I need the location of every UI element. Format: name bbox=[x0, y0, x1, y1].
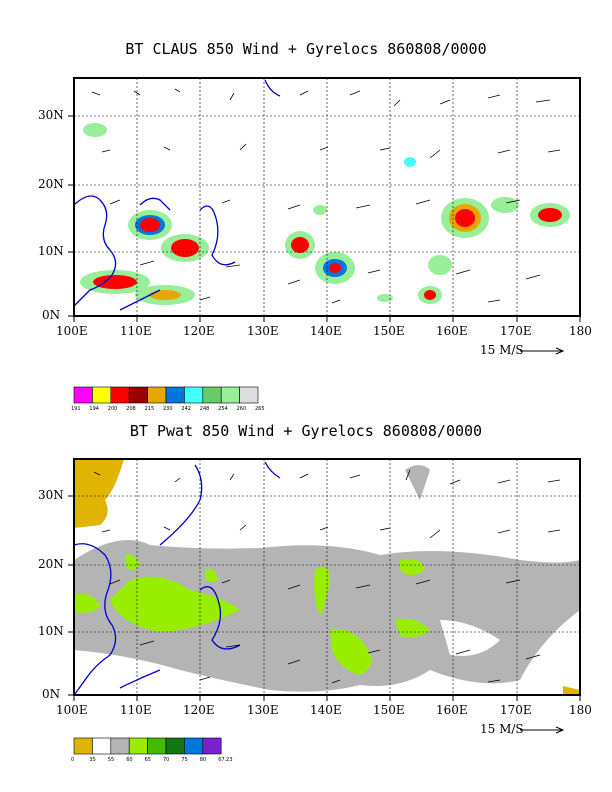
top-colorbar-label: 200 bbox=[107, 406, 118, 412]
bottom-colorbar-label: 35 bbox=[89, 757, 96, 763]
top-colorbar-swatch bbox=[220, 386, 240, 404]
bottom-xtick-160E: 160E bbox=[436, 703, 468, 717]
top-colorbar-swatch bbox=[147, 386, 167, 404]
top-panel-title: BT CLAUS 850 Wind + Gyrelocs 860808/0000 bbox=[125, 40, 487, 58]
top-colorbar-label: 248 bbox=[199, 406, 210, 412]
top-colorbar-swatch bbox=[92, 386, 112, 404]
top-colorbar-label: 215 bbox=[144, 406, 155, 412]
bottom-xtick-120E: 120E bbox=[183, 703, 215, 717]
bottom-xtick-170E: 170E bbox=[500, 703, 532, 717]
bottom-xtick-150E: 150E bbox=[373, 703, 405, 717]
top-ytick-20N: 20N bbox=[38, 177, 64, 191]
top-colorbar-label: 230 bbox=[163, 406, 173, 412]
top-colorbar-label: 242 bbox=[181, 406, 191, 412]
bottom-reference-vector-label: 15 M/S bbox=[480, 722, 524, 736]
bottom-ytick-0N: 0N bbox=[42, 687, 61, 701]
top-reference-vector-label: 15 M/S bbox=[480, 343, 524, 357]
top-colorbar bbox=[73, 386, 259, 404]
top-xtick-170E: 170E bbox=[500, 324, 532, 338]
bottom-xtick-100E: 100E bbox=[56, 703, 88, 717]
top-colorbar-swatch bbox=[239, 386, 259, 404]
bottom-xtick-140E: 140E bbox=[310, 703, 342, 717]
top-ytick-10N: 10N bbox=[38, 244, 64, 258]
bottom-colorbar-label: 75 bbox=[181, 757, 188, 763]
top-xtick-110E: 110E bbox=[120, 324, 152, 338]
top-ytick-0N: 0N bbox=[42, 308, 61, 322]
bottom-colorbar-label: 65 bbox=[144, 757, 151, 763]
top-colorbar-swatch bbox=[73, 386, 93, 404]
top-colorbar-swatch bbox=[184, 386, 204, 404]
bottom-panel-title: BT Pwat 850 Wind + Gyrelocs 860808/0000 bbox=[129, 422, 483, 440]
top-colorbar-label: 191 bbox=[71, 406, 81, 412]
bottom-colorbar-swatch bbox=[92, 737, 112, 755]
top-colorbar-swatch bbox=[110, 386, 130, 404]
top-xtick-150E: 150E bbox=[373, 324, 405, 338]
bottom-colorbar-label: 60 bbox=[126, 757, 133, 763]
top-xtick-160E: 160E bbox=[436, 324, 468, 338]
bottom-ytick-30N: 30N bbox=[38, 488, 64, 502]
bottom-xtick-180: 180 bbox=[569, 703, 592, 717]
bottom-colorbar bbox=[73, 737, 222, 755]
top-colorbar-swatch bbox=[165, 386, 185, 404]
top-xtick-130E: 130E bbox=[247, 324, 279, 338]
top-colorbar-swatch bbox=[128, 386, 148, 404]
top-colorbar-label: 208 bbox=[126, 406, 136, 412]
bottom-colorbar-label: 67.23 bbox=[218, 757, 233, 763]
bottom-map bbox=[68, 458, 581, 734]
bottom-colorbar-swatch bbox=[128, 737, 148, 755]
bottom-ytick-10N: 10N bbox=[38, 624, 64, 638]
top-colorbar-label: 265 bbox=[255, 406, 265, 412]
bottom-colorbar-swatch bbox=[147, 737, 167, 755]
top-colorbar-label: 194 bbox=[89, 406, 99, 412]
bottom-colorbar-swatch bbox=[202, 737, 222, 755]
bottom-colorbar-label: 55 bbox=[107, 757, 115, 763]
top-xtick-100E: 100E bbox=[56, 324, 88, 338]
top-colorbar-label: 254 bbox=[218, 406, 228, 412]
bottom-xtick-110E: 110E bbox=[120, 703, 152, 717]
top-colorbar-swatch bbox=[202, 386, 222, 404]
top-xtick-120E: 120E bbox=[183, 324, 215, 338]
top-xtick-180: 180 bbox=[569, 324, 592, 338]
top-xtick-140E: 140E bbox=[310, 324, 342, 338]
bottom-colorbar-swatch bbox=[73, 737, 93, 755]
bottom-colorbar-label: 70 bbox=[163, 757, 170, 763]
bottom-colorbar-label: 0 bbox=[71, 757, 75, 763]
top-ytick-30N: 30N bbox=[38, 108, 64, 122]
top-map bbox=[68, 77, 581, 355]
bottom-colorbar-label: 80 bbox=[199, 757, 207, 763]
bottom-colorbar-swatch bbox=[165, 737, 185, 755]
bottom-xtick-130E: 130E bbox=[247, 703, 279, 717]
top-colorbar-label: 260 bbox=[236, 406, 247, 412]
bottom-colorbar-swatch bbox=[184, 737, 204, 755]
bottom-ytick-20N: 20N bbox=[38, 557, 64, 571]
bottom-colorbar-swatch bbox=[110, 737, 130, 755]
